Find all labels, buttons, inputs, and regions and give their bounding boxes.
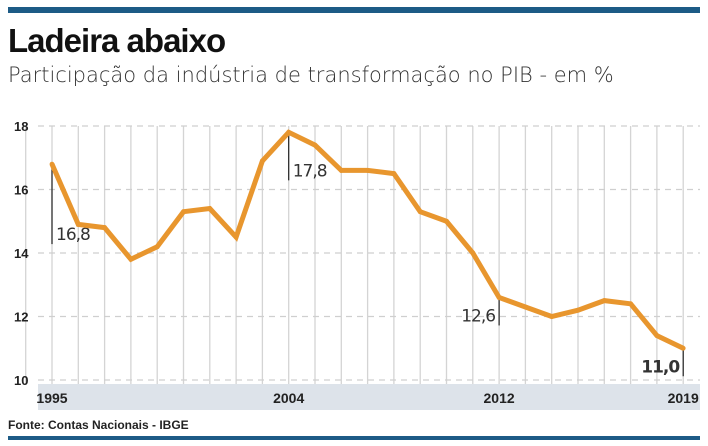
y-tick-label: 12 <box>14 310 28 325</box>
data-point <box>470 250 476 256</box>
y-tick-label: 10 <box>14 373 28 388</box>
data-point <box>417 209 423 215</box>
footer-bar <box>8 436 700 440</box>
chart-title: Ladeira abaixo <box>8 22 226 59</box>
data-point <box>654 333 660 338</box>
data-point <box>128 256 134 262</box>
x-tick-label: 2004 <box>273 390 304 406</box>
y-tick-label: 18 <box>14 119 28 134</box>
data-point <box>680 345 686 351</box>
y-tick-label: 16 <box>14 183 28 198</box>
data-point <box>207 206 213 211</box>
header-bar <box>8 7 700 13</box>
annotation-label: 16,8 <box>56 225 90 245</box>
x-axis-band <box>38 384 700 410</box>
data-point <box>181 209 186 215</box>
data-point <box>628 301 633 307</box>
x-tick-label: 2019 <box>668 390 699 406</box>
data-point <box>49 161 55 167</box>
x-tick-label: 1995 <box>36 390 67 406</box>
data-point <box>154 244 160 250</box>
data-point <box>549 314 555 319</box>
data-point <box>312 142 318 148</box>
source-note: Fonte: Contas Nacionais - IBGE <box>8 418 189 432</box>
data-point <box>365 168 370 173</box>
data-point <box>102 225 107 231</box>
data-point <box>75 222 81 227</box>
data-point <box>496 295 502 300</box>
data-point <box>523 304 528 310</box>
data-point <box>575 307 581 313</box>
data-point <box>286 129 292 135</box>
data-point <box>444 218 449 224</box>
annotation-label: 17,8 <box>293 161 327 181</box>
data-point <box>260 158 265 164</box>
y-tick-label: 14 <box>14 246 29 261</box>
x-tick-label: 2012 <box>484 390 515 406</box>
annotation-label: 12,6 <box>461 306 495 326</box>
data-point <box>391 171 397 177</box>
annotation-label: 11,0 <box>641 357 680 377</box>
data-point <box>601 298 607 304</box>
chart-subtitle: Participação da indústria de transformaç… <box>8 63 614 87</box>
data-point <box>233 234 239 240</box>
data-point <box>338 168 344 173</box>
